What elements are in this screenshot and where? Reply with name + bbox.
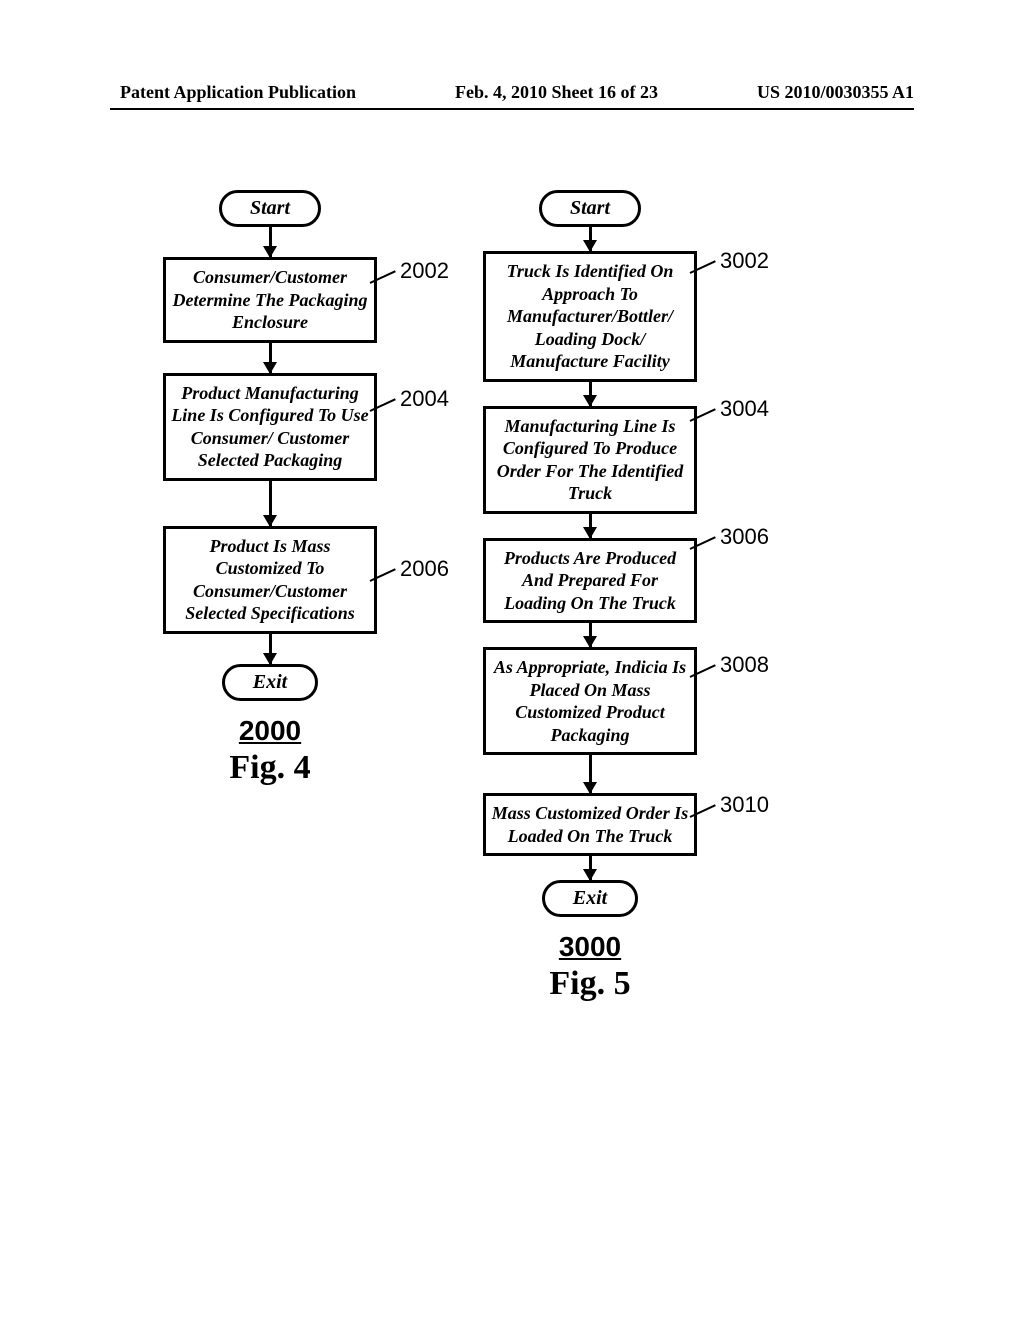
header-mid: Feb. 4, 2010 Sheet 16 of 23 — [455, 82, 658, 103]
ref-2004: 2004 — [400, 386, 449, 412]
arrow-icon — [269, 227, 272, 257]
process-3008: As Appropriate, Indicia Is Placed On Mas… — [483, 647, 697, 755]
process-2006: Product Is Mass Customized To Consumer/C… — [163, 526, 377, 634]
process-2004: Product Manufacturing Line Is Configured… — [163, 373, 377, 481]
process-3010: Mass Customized Order Is Loaded On The T… — [483, 793, 697, 856]
arrow-icon — [589, 755, 592, 793]
header-right: US 2010/0030355 A1 — [757, 82, 914, 103]
process-3004: Manufacturing Line Is Configured To Prod… — [483, 406, 697, 514]
process-2002: Consumer/Customer Determine The Packagin… — [163, 257, 377, 343]
start-terminator: Start — [219, 190, 321, 227]
arrow-icon — [269, 343, 272, 373]
arrow-icon — [589, 856, 592, 880]
process-3006: Products Are Produced And Prepared For L… — [483, 538, 697, 624]
arrow-icon — [269, 634, 272, 664]
arrow-icon — [589, 514, 592, 538]
header-left: Patent Application Publication — [120, 82, 356, 103]
ref-3004: 3004 — [720, 396, 769, 422]
figure-label: Fig. 5 — [549, 965, 630, 1003]
ref-3010: 3010 — [720, 792, 769, 818]
ref-2006: 2006 — [400, 556, 449, 582]
ref-3002: 3002 — [720, 248, 769, 274]
figure-label: Fig. 4 — [229, 749, 310, 787]
exit-terminator: Exit — [542, 880, 638, 917]
figure-number: 3000 — [559, 931, 621, 963]
arrow-icon — [589, 227, 592, 251]
start-terminator: Start — [539, 190, 641, 227]
flowchart-3000: Start Truck Is Identified On Approach To… — [480, 190, 700, 1003]
exit-terminator: Exit — [222, 664, 318, 701]
process-3002: Truck Is Identified On Approach To Manuf… — [483, 251, 697, 382]
arrow-icon — [589, 623, 592, 647]
flowchart-2000: Start Consumer/Customer Determine The Pa… — [160, 190, 380, 787]
arrow-icon — [269, 481, 272, 526]
ref-3006: 3006 — [720, 524, 769, 550]
page-header: Patent Application Publication Feb. 4, 2… — [0, 82, 1024, 103]
ref-3008: 3008 — [720, 652, 769, 678]
ref-2002: 2002 — [400, 258, 449, 284]
figure-number: 2000 — [239, 715, 301, 747]
header-rule — [110, 108, 914, 110]
patent-page: Patent Application Publication Feb. 4, 2… — [0, 0, 1024, 1320]
arrow-icon — [589, 382, 592, 406]
